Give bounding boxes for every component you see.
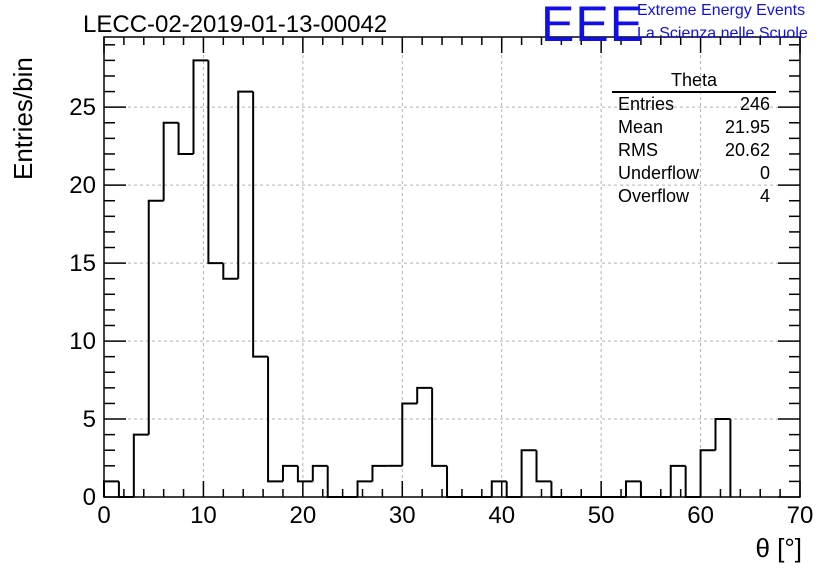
axis-ticks xyxy=(103,37,801,498)
y-tick-label: 10 xyxy=(69,328,96,355)
histogram-bin xyxy=(162,121,179,201)
stats-box: Theta Entries 246 Mean 21.95 RMS 20.62 Underfl… xyxy=(612,70,776,208)
y-tick-label: 0 xyxy=(83,484,96,511)
histogram-bin xyxy=(177,122,194,155)
stats-label: Mean xyxy=(618,117,664,137)
histogram-bin xyxy=(281,464,298,482)
plot-frame xyxy=(103,36,801,498)
x-tick-label: 0 xyxy=(97,502,110,529)
stats-label: RMS xyxy=(618,140,658,160)
logo-line-2: La Scienza nelle Scuole xyxy=(637,25,808,42)
histogram-bin xyxy=(490,480,507,497)
y-tick-label: 20 xyxy=(69,172,96,199)
x-tick-label: 20 xyxy=(290,502,317,529)
histogram-bin xyxy=(207,60,224,265)
histogram-bin xyxy=(326,465,343,498)
histogram-bin xyxy=(535,450,552,483)
eee-logo: EEE xyxy=(541,0,645,52)
histogram-bin xyxy=(252,91,269,358)
histogram-bin xyxy=(446,465,462,498)
stats-value: 4 xyxy=(759,186,770,206)
histogram-bin xyxy=(431,387,448,467)
histogram-bin xyxy=(699,449,716,497)
stats-rows: Entries 246 Mean 21.95 RMS 20.62 Underflow 0 Ove… xyxy=(612,93,776,208)
histogram-bin xyxy=(192,59,209,154)
x-tick-label: 60 xyxy=(687,502,714,529)
histogram-bin xyxy=(625,480,641,497)
stats-label: Underflow xyxy=(618,163,700,183)
y-tick-label: 5 xyxy=(83,406,96,433)
histogram-bin xyxy=(311,464,328,482)
histogram-bin xyxy=(356,480,373,497)
histogram-bin xyxy=(117,481,134,498)
histogram-bin xyxy=(714,418,731,451)
histogram-bin xyxy=(132,433,149,497)
x-tick-label: 30 xyxy=(389,502,416,529)
histogram-bin xyxy=(267,356,283,483)
stats-row: Mean 21.95 xyxy=(612,116,776,139)
stats-value: 0 xyxy=(759,163,770,183)
histogram-bin xyxy=(296,465,313,483)
x-tick-label: 70 xyxy=(787,502,814,529)
histogram-bin xyxy=(416,386,433,404)
histogram-bin xyxy=(147,199,164,435)
histogram-bin xyxy=(103,480,119,497)
stats-value: 20.62 xyxy=(724,140,770,160)
histogram-bin xyxy=(639,481,656,498)
x-tick-label: 50 xyxy=(588,502,615,529)
histogram-bin xyxy=(505,481,522,498)
histogram-bin xyxy=(401,402,418,466)
y-tick-label: 15 xyxy=(69,250,96,277)
stats-label: Entries xyxy=(618,94,675,114)
stats-value: 246 xyxy=(739,94,770,114)
stats-title: Theta xyxy=(612,70,776,93)
stats-label: Overflow xyxy=(618,186,690,206)
stats-row: Underflow 0 xyxy=(612,162,776,185)
histogram-bin xyxy=(669,464,686,497)
y-tick-label: 25 xyxy=(69,94,96,121)
histogram-bin xyxy=(520,449,537,497)
histogram-bin xyxy=(222,263,239,280)
histogram-bin xyxy=(684,465,701,498)
y-axis-label: Entries/bin xyxy=(8,57,38,180)
logo-line-1: Extreme Energy Events xyxy=(637,2,806,19)
stats-row: Overflow 4 xyxy=(612,185,776,208)
stats-value: 21.95 xyxy=(724,117,770,137)
axes-frame xyxy=(103,36,801,498)
x-tick-label: 10 xyxy=(190,502,217,529)
histogram-bin xyxy=(237,90,254,279)
x-axis-label: θ [°] xyxy=(755,533,802,563)
histogram-bin xyxy=(550,481,567,498)
chart-title: LECC-02-2019-01-13-00042 xyxy=(83,11,388,38)
grid-lines xyxy=(104,37,800,497)
histogram-bin xyxy=(371,464,388,482)
x-tick-label: 40 xyxy=(488,502,515,529)
stats-row: Entries 246 xyxy=(612,93,776,116)
stats-row: RMS 20.62 xyxy=(612,139,776,162)
